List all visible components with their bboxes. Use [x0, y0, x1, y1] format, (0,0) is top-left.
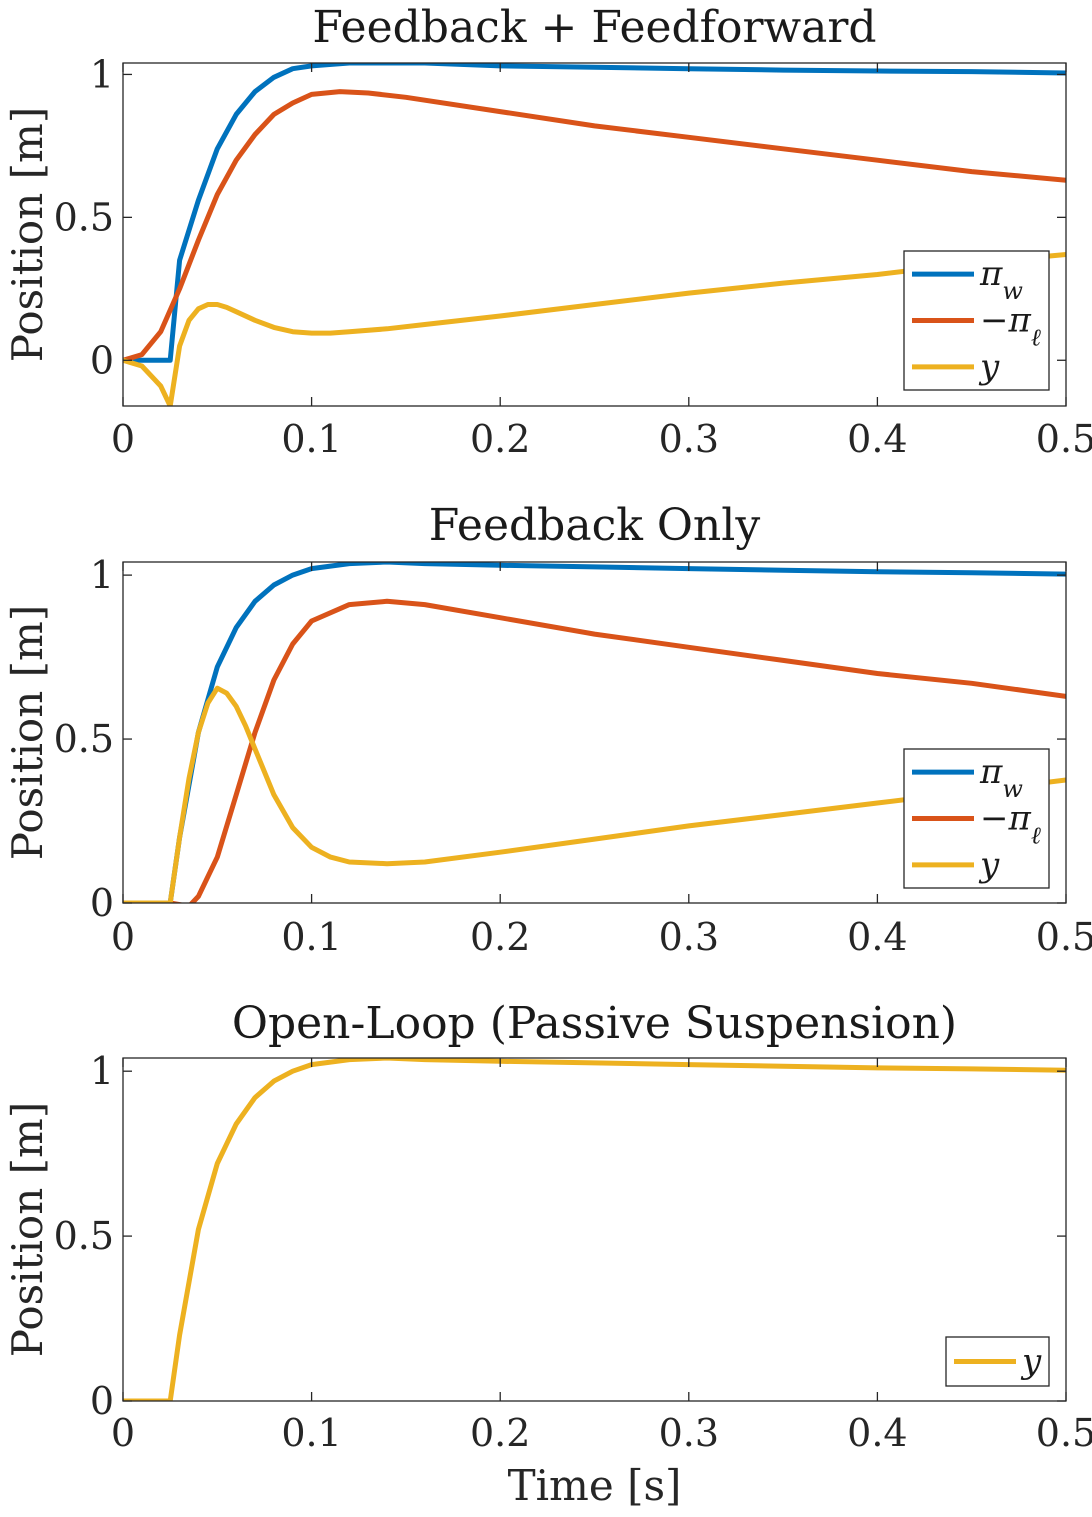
y-axis-label: Position [m] — [3, 605, 52, 860]
x-tick-label: 0.3 — [659, 915, 719, 959]
legend-label: −πℓ — [980, 301, 1041, 352]
x-tick-label: 0 — [111, 915, 135, 959]
legend-label: πw — [979, 254, 1023, 305]
chart-title: Feedback Only — [429, 500, 761, 551]
y-tick-label: 0.5 — [54, 1214, 114, 1258]
legend: y — [945, 1336, 1050, 1387]
series-line-2 — [123, 598, 1066, 903]
y-tick-label: 1 — [90, 553, 114, 597]
chart-panel-2: Feedback Only 0 0.1 0.2 0.3 0.4 0.5 0 0.5 1 Positi… — [3, 500, 1092, 959]
x-tick-label: 0.3 — [659, 417, 719, 461]
y-tick-label: 0 — [90, 338, 114, 382]
y-tick-label: 0.5 — [54, 717, 114, 761]
x-tick-label: 0.2 — [470, 1411, 530, 1455]
y-tick-label: 1 — [90, 52, 114, 96]
x-tick-label: 0.2 — [470, 915, 530, 959]
y-tick-label: 0.5 — [54, 195, 114, 239]
series-line-3 — [123, 252, 1066, 406]
legend-label: πw — [979, 752, 1023, 803]
x-tick-label: 0.1 — [281, 915, 341, 959]
x-tick-label: 0.1 — [281, 417, 341, 461]
legend-label: y — [1020, 1342, 1042, 1382]
chart-title: Open-Loop (Passive Suspension) — [232, 998, 957, 1049]
x-tick-label: 0 — [111, 1411, 135, 1455]
chart-title: Feedback + Feedforward — [312, 2, 876, 53]
x-tick-label: 0.2 — [470, 417, 530, 461]
legend-label: y — [978, 347, 1000, 387]
legend-label: −πℓ — [980, 799, 1041, 850]
x-tick-label: 0.5 — [1036, 915, 1092, 959]
legend-label: y — [978, 845, 1000, 885]
plot-frame — [122, 1057, 1067, 1402]
legend: πw−πℓy — [903, 250, 1050, 391]
y-axis-label: Position [m] — [3, 1102, 52, 1357]
legend: πw−πℓy — [903, 748, 1050, 889]
x-tick-label: 0.4 — [847, 417, 907, 461]
x-tick-label: 0.5 — [1036, 417, 1092, 461]
x-tick-label: 0 — [111, 417, 135, 461]
chart-panel-1: Feedback + Feedforward 0 0.1 0.2 0.3 0.4 0.5 0 0… — [3, 2, 1092, 461]
series-line-3 — [123, 685, 1066, 903]
plot-frame — [122, 561, 1067, 904]
x-tick-label: 0.1 — [281, 1411, 341, 1455]
x-tick-label: 0.4 — [847, 915, 907, 959]
y-tick-label: 1 — [90, 1049, 114, 1093]
chart-panel-3: Open-Loop (Passive Suspension) 0 0.1 0.2 0.3… — [3, 998, 1092, 1510]
y-axis-label: Position [m] — [3, 107, 52, 362]
x-axis-label: Time [s] — [508, 1461, 682, 1510]
plot-frame — [122, 62, 1067, 407]
series-line-2 — [123, 89, 1066, 363]
x-tick-label: 0.4 — [847, 1411, 907, 1455]
x-tick-label: 0.3 — [659, 1411, 719, 1455]
y-tick-label: 0 — [90, 1379, 114, 1423]
x-tick-label: 0.5 — [1036, 1411, 1092, 1455]
y-tick-label: 0 — [90, 881, 114, 925]
series-line-1 — [123, 1058, 1066, 1401]
